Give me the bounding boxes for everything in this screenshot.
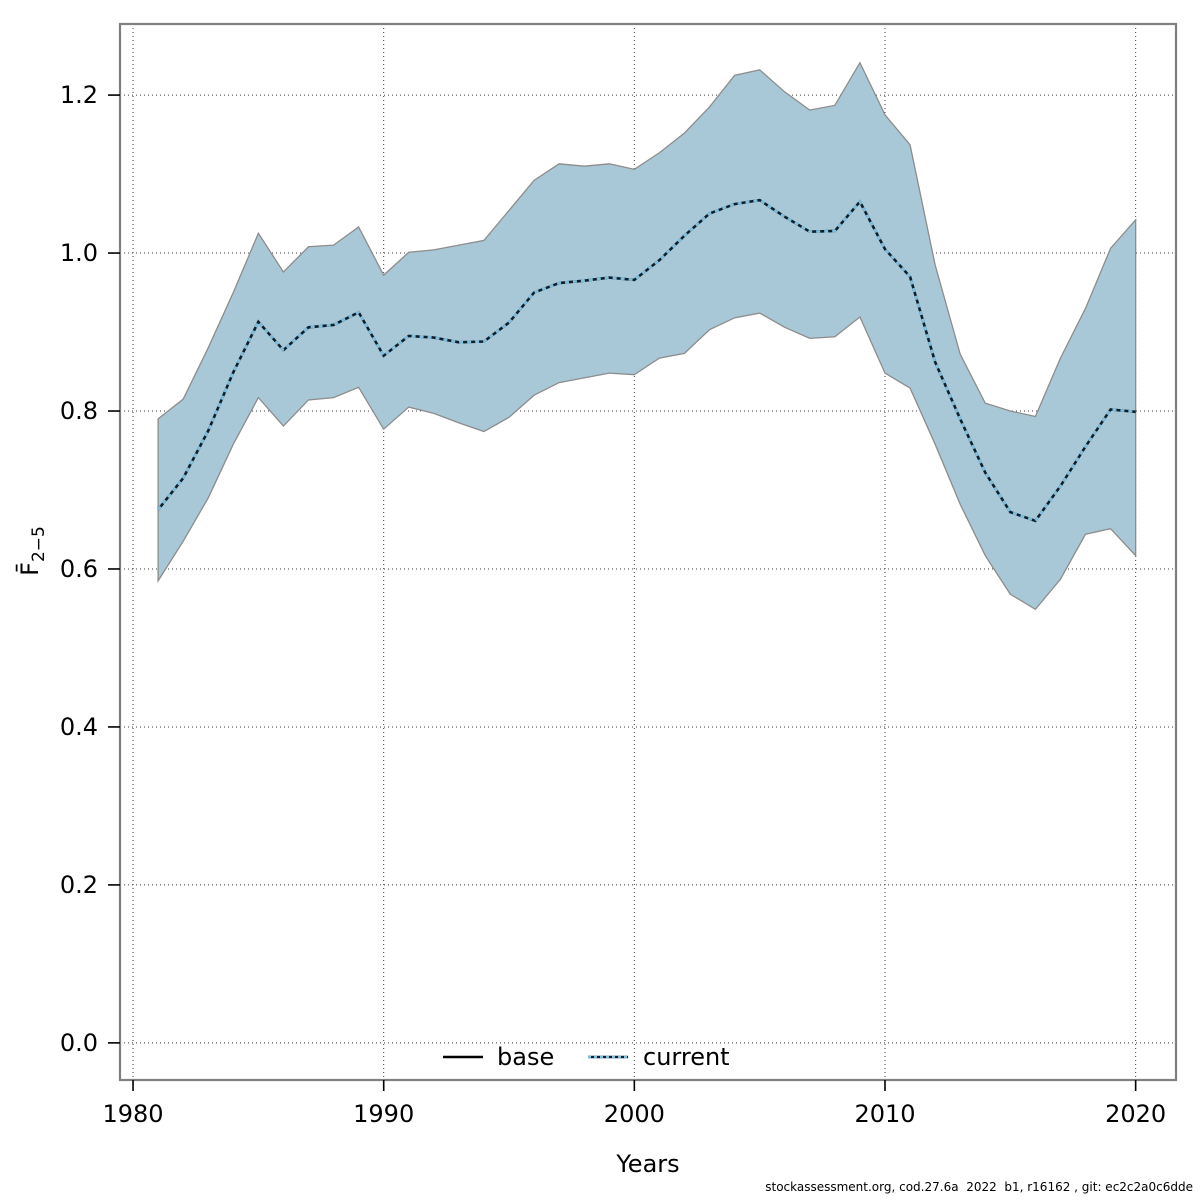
- y-tick-label: 1.2: [60, 81, 98, 109]
- x-tick-label: 2000: [604, 1100, 665, 1128]
- y-tick-label: 0.0: [60, 1029, 98, 1057]
- y-axis-title-subscript: 2−5: [29, 526, 49, 562]
- plot-border: [118, 22, 1178, 1082]
- y-tick-label: 0.2: [60, 871, 98, 899]
- x-axis-title: Years: [615, 1150, 679, 1178]
- x-tick-label: 1990: [353, 1100, 414, 1128]
- current-line: [157, 198, 1136, 523]
- legend-current-label: current: [643, 1043, 730, 1071]
- y-tick-label: 0.4: [60, 713, 98, 741]
- legend: base current: [443, 1043, 730, 1071]
- footer-credit: stockassessment.org, cod.27.6a 2022 b1, …: [765, 1180, 1193, 1194]
- y-axis-title: F̄2−5: [15, 526, 49, 576]
- x-tick-label: 2020: [1105, 1100, 1166, 1128]
- y-tick-label: 0.8: [60, 397, 98, 425]
- axis-layer: 1980 1990 2000 2010 2020 0.0 0.2 0.4 0.6 0.8 1.0 1.…: [60, 81, 1166, 1128]
- confidence-band: [157, 61, 1137, 611]
- legend-base-label: base: [497, 1043, 554, 1071]
- series-layer: [157, 198, 1136, 523]
- x-tick-label: 2010: [854, 1100, 915, 1128]
- confidence-band-layer: [157, 61, 1137, 611]
- y-axis-title-main: F̄: [15, 562, 44, 576]
- y-tick-label: 1.0: [60, 239, 98, 267]
- x-tick-label: 1980: [102, 1100, 163, 1128]
- y-tick-label: 0.6: [60, 555, 98, 583]
